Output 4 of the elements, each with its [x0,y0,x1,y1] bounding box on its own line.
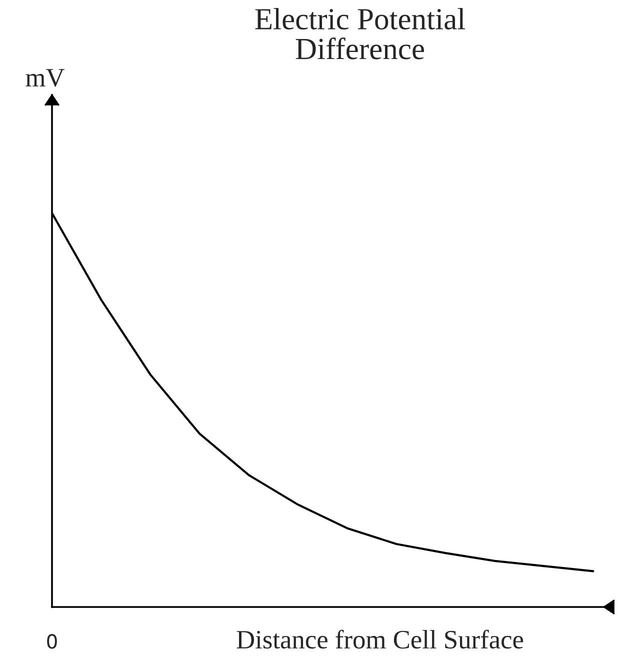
x-axis-title: Distance from Cell Surface [236,630,524,649]
chart-title: Electric Potential Difference [255,8,466,60]
text: 0 [47,634,57,649]
y-axis-title: mV [26,69,64,87]
